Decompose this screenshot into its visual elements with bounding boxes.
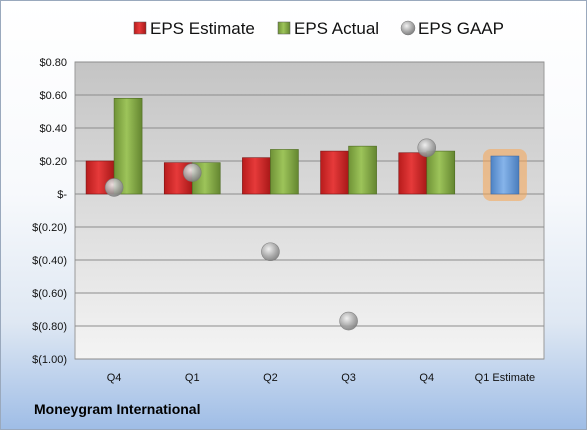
y-tick-label: $0.60 (39, 90, 67, 102)
bar-eps-actual (113, 98, 143, 195)
bar-eps-estimate (398, 152, 428, 195)
y-tick-label: $0.20 (39, 156, 67, 168)
y-tick-label: $0.80 (39, 57, 67, 69)
legend-swatch (400, 20, 416, 36)
y-tick-label: $0.40 (39, 123, 67, 135)
marker-eps-gaap (261, 242, 280, 262)
bar-eps-actual (426, 150, 456, 195)
bar-eps-estimate-next (490, 155, 520, 195)
legend-swatch (133, 21, 147, 35)
marker-eps-gaap (339, 311, 358, 331)
bar-eps-actual (270, 149, 299, 195)
company-name: Moneygram International (34, 401, 201, 417)
y-tick-label: $(0.40) (32, 255, 67, 267)
bar-eps-actual (348, 145, 377, 195)
x-tick-label: Q1 (185, 372, 200, 384)
y-tick-label: $(0.80) (32, 321, 67, 333)
plot-area (74, 61, 545, 360)
bar-eps-estimate (320, 150, 349, 195)
x-tick-label: Q1 Estimate (475, 372, 536, 384)
legend-label: EPS Actual (294, 19, 379, 38)
legend-swatch (277, 21, 291, 35)
marker-eps-gaap (104, 178, 124, 197)
y-tick-label: $(0.20) (32, 222, 67, 234)
legend-label: EPS GAAP (418, 19, 504, 38)
x-tick-label: Q4 (107, 372, 122, 384)
y-tick-label: $(1.00) (32, 354, 67, 366)
y-tick-label: $(0.60) (32, 288, 67, 300)
marker-eps-gaap (182, 163, 202, 182)
marker-eps-gaap (417, 138, 437, 158)
x-tick-label: Q4 (419, 372, 434, 384)
x-tick-label: Q2 (263, 372, 278, 384)
x-tick-label: Q3 (341, 372, 356, 384)
y-tick-label: $- (57, 189, 67, 201)
bar-eps-estimate (242, 157, 271, 195)
legend-label: EPS Estimate (150, 19, 255, 38)
